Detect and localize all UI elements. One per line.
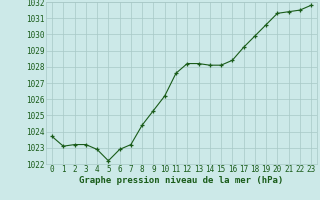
X-axis label: Graphe pression niveau de la mer (hPa): Graphe pression niveau de la mer (hPa) [79, 176, 284, 185]
